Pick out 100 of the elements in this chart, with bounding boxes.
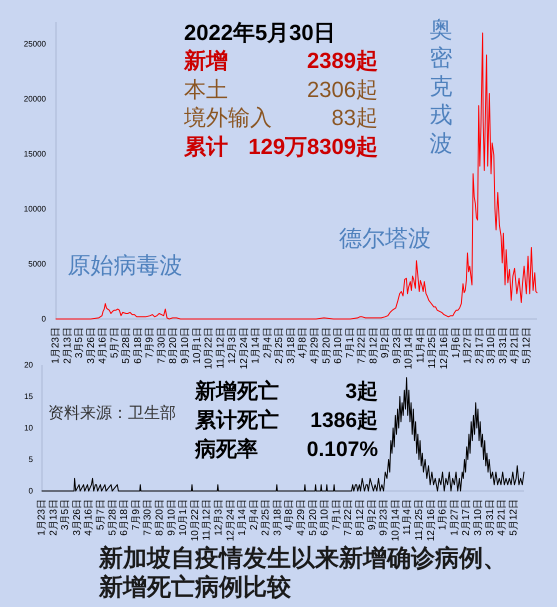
annotation: 新增死亡 bbox=[194, 379, 279, 403]
x-tick-label: 1月6日 bbox=[438, 498, 449, 530]
x-tick-label: 2月25日 bbox=[260, 499, 272, 536]
x-tick-label: 2月25日 bbox=[274, 327, 286, 364]
x-tick-label: 5月28日 bbox=[107, 498, 118, 536]
y-tick-label: 5 bbox=[28, 455, 34, 464]
x-tick-label: 4月8日 bbox=[284, 499, 296, 530]
annotation: 累计死亡 bbox=[194, 408, 279, 432]
x-tick-label: 2月4日 bbox=[248, 499, 260, 530]
x-tick-label: 7月22日 bbox=[356, 327, 368, 364]
x-tick-label: 7月9日 bbox=[144, 327, 156, 358]
x-tick-label: 8月20日 bbox=[168, 327, 180, 364]
annotation: 129万8309起 bbox=[248, 134, 378, 159]
x-tick-label: 6月18日 bbox=[132, 327, 144, 364]
x-tick-label: 2月13日 bbox=[62, 326, 74, 364]
x-tick-label: 10月1日 bbox=[178, 499, 190, 536]
x-tick-label: 4月21日 bbox=[510, 327, 521, 364]
x-tick-label: 4月21日 bbox=[496, 499, 508, 536]
annotation: 新增 bbox=[183, 48, 228, 73]
x-tick-label: 10月1日 bbox=[192, 326, 203, 364]
annotation: 奥密克戎波 bbox=[430, 16, 452, 156]
x-tick-label: 5月12日 bbox=[521, 327, 532, 364]
x-tick-label: 7月1日 bbox=[344, 327, 356, 358]
y-tick-label: 25000 bbox=[24, 40, 47, 48]
x-tick-label: 5月28日 bbox=[121, 327, 132, 364]
x-tick-label: 12月24日 bbox=[225, 499, 236, 542]
x-tick-label: 1月23日 bbox=[50, 327, 62, 364]
annotation: 原始病毒波 bbox=[68, 252, 182, 278]
x-tick-label: 3月10日 bbox=[486, 327, 498, 364]
x-tick-label: 7月1日 bbox=[331, 499, 342, 530]
y-tick-label: 15 bbox=[24, 392, 34, 401]
x-tick-label: 11月25日 bbox=[427, 327, 438, 369]
x-tick-label: 2月13日 bbox=[48, 499, 60, 536]
x-tick-label: 5月12日 bbox=[508, 499, 520, 536]
x-tick-label: 5月20日 bbox=[321, 326, 332, 364]
annotation: 1386起 bbox=[310, 409, 378, 432]
x-tick-label: 12月16日 bbox=[426, 499, 437, 542]
x-tick-label: 7月30日 bbox=[142, 498, 154, 536]
x-tick-label: 11月25日 bbox=[414, 499, 426, 541]
x-tick-label: 3月5日 bbox=[74, 327, 86, 358]
annotation: 德尔塔波 bbox=[339, 225, 431, 251]
x-tick-label: 1月23日 bbox=[36, 499, 48, 536]
x-tick-label: 3月18日 bbox=[272, 498, 284, 536]
x-tick-label: 8月12日 bbox=[368, 326, 380, 364]
x-tick-label: 6月10日 bbox=[320, 498, 331, 536]
x-tick-label: 3月31日 bbox=[498, 326, 509, 364]
annotation: 资料来源：卫生部 bbox=[48, 404, 176, 422]
x-tick-label: 2月17日 bbox=[461, 499, 472, 536]
x-tick-label: 9月23日 bbox=[378, 499, 390, 536]
y-tick-label: 0 bbox=[42, 314, 47, 324]
x-tick-label: 1月27日 bbox=[449, 499, 460, 536]
x-tick-label: 12月3日 bbox=[213, 499, 224, 536]
x-tick-label: 3月18日 bbox=[286, 326, 297, 364]
x-tick-label: 8月12日 bbox=[355, 498, 366, 536]
x-tick-label: 4月29日 bbox=[296, 499, 308, 536]
y-tick-label: 5000 bbox=[28, 260, 47, 268]
annotation: 累计 bbox=[183, 134, 228, 159]
annotation: 2306起 bbox=[307, 77, 378, 102]
x-tick-label: 11月4日 bbox=[415, 326, 426, 363]
x-tick-label: 11月12日 bbox=[202, 499, 213, 541]
x-tick-label: 6月18日 bbox=[119, 499, 130, 536]
x-tick-label: 3月26日 bbox=[86, 327, 97, 364]
x-tick-label: 5月20日 bbox=[308, 499, 319, 536]
x-tick-label: 12月16日 bbox=[439, 327, 450, 370]
annotation: 2022年5月30日 bbox=[184, 20, 336, 45]
x-tick-label: 3月5日 bbox=[60, 498, 72, 530]
x-tick-label: 1月14日 bbox=[250, 327, 262, 364]
x-tick-label: 11月4日 bbox=[402, 498, 414, 535]
x-tick-label: 4月16日 bbox=[98, 327, 109, 364]
x-tick-label: 9月2日 bbox=[380, 327, 392, 358]
x-tick-label: 9月23日 bbox=[392, 327, 403, 364]
x-tick-label: 9月10日 bbox=[180, 327, 191, 364]
annotation: 2389起 bbox=[307, 48, 378, 73]
annotation: 3起 bbox=[345, 380, 378, 403]
x-tick-label: 1月27日 bbox=[462, 327, 474, 364]
y-tick-label: 10 bbox=[24, 424, 34, 432]
x-tick-label: 10月14日 bbox=[404, 327, 415, 370]
x-tick-label: 3月26日 bbox=[72, 499, 83, 536]
x-tick-label: 9月10日 bbox=[166, 499, 178, 536]
x-tick-label: 4月8日 bbox=[298, 327, 309, 358]
x-tick-label: 10月22日 bbox=[204, 327, 215, 370]
y-tick-label: 10000 bbox=[24, 204, 47, 214]
x-tick-label: 1月14日 bbox=[237, 499, 248, 536]
x-tick-label: 11月12日 bbox=[215, 327, 226, 369]
y-tick-label: 20 bbox=[24, 360, 34, 370]
y-tick-label: 0 bbox=[28, 486, 34, 496]
annotation: 83起 bbox=[332, 105, 378, 130]
x-tick-label: 7月30日 bbox=[156, 326, 168, 364]
x-tick-label: 2月17日 bbox=[474, 327, 486, 364]
y-tick-label: 15000 bbox=[24, 150, 47, 158]
x-tick-label: 7月22日 bbox=[343, 499, 354, 536]
x-tick-label: 7月9日 bbox=[130, 499, 142, 530]
x-tick-label: 2月4日 bbox=[262, 327, 274, 358]
x-tick-label: 10月14日 bbox=[390, 499, 402, 542]
x-tick-label: 12月24日 bbox=[238, 326, 250, 370]
x-tick-label: 5月7日 bbox=[95, 499, 106, 530]
annotation: 境外输入 bbox=[183, 105, 272, 130]
x-tick-label: 10月22日 bbox=[190, 498, 201, 542]
x-tick-label: 3月10日 bbox=[473, 499, 484, 536]
x-tick-label: 5月7日 bbox=[109, 326, 120, 358]
